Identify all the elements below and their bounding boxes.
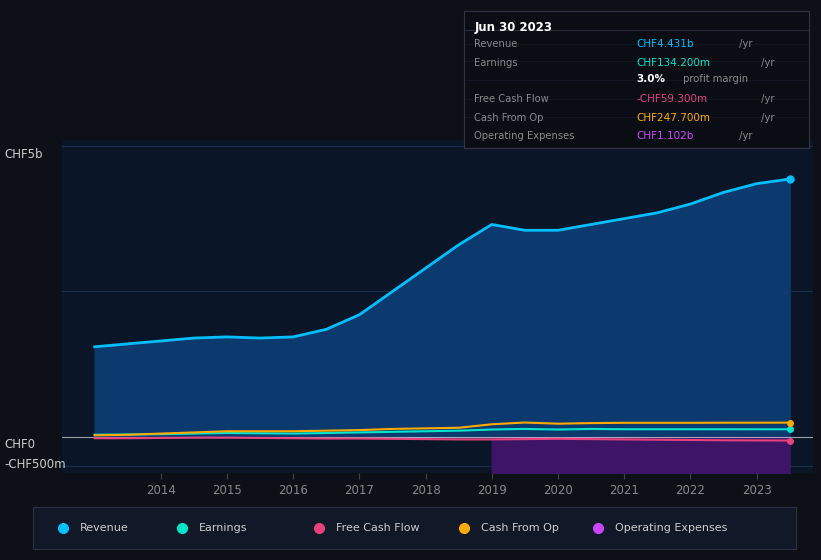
Text: Cash From Op: Cash From Op — [481, 523, 559, 533]
Text: -CHF500m: -CHF500m — [4, 458, 66, 470]
Text: /yr: /yr — [758, 113, 774, 123]
Text: CHF134.200m: CHF134.200m — [636, 58, 710, 68]
Text: CHF4.431b: CHF4.431b — [636, 39, 694, 49]
Text: Free Cash Flow: Free Cash Flow — [475, 94, 549, 104]
Text: -CHF59.300m: -CHF59.300m — [636, 94, 708, 104]
Text: CHF247.700m: CHF247.700m — [636, 113, 710, 123]
Text: 3.0%: 3.0% — [636, 74, 665, 85]
Text: profit margin: profit margin — [681, 74, 749, 85]
Text: /yr: /yr — [758, 94, 774, 104]
Text: CHF1.102b: CHF1.102b — [636, 130, 694, 141]
Text: /yr: /yr — [758, 58, 774, 68]
Text: Operating Expenses: Operating Expenses — [615, 523, 727, 533]
Text: Free Cash Flow: Free Cash Flow — [336, 523, 420, 533]
Text: Revenue: Revenue — [475, 39, 517, 49]
Text: Earnings: Earnings — [199, 523, 247, 533]
Text: /yr: /yr — [736, 39, 752, 49]
Text: Cash From Op: Cash From Op — [475, 113, 544, 123]
Text: Revenue: Revenue — [80, 523, 129, 533]
Text: /yr: /yr — [736, 130, 752, 141]
Text: CHF5b: CHF5b — [4, 148, 43, 161]
Text: Operating Expenses: Operating Expenses — [475, 130, 575, 141]
Text: Jun 30 2023: Jun 30 2023 — [475, 21, 553, 34]
Text: CHF0: CHF0 — [4, 438, 35, 451]
Text: Earnings: Earnings — [475, 58, 518, 68]
